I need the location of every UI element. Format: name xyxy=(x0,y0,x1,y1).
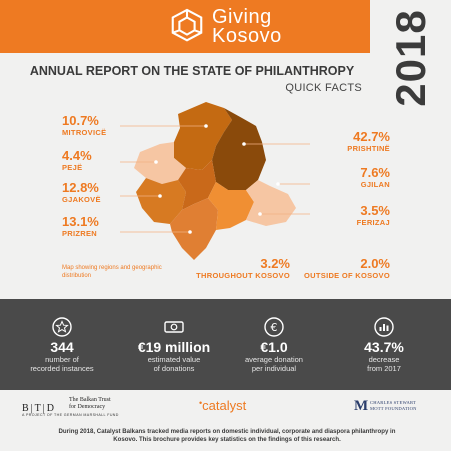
euro-icon: € xyxy=(264,317,284,337)
logo-text: Giving Kosovo xyxy=(212,6,282,47)
catalyst-dots-icon: • xyxy=(199,398,203,408)
fact-average: € €1.0 average donation per individual xyxy=(229,317,319,373)
catalyst-text: catalyst xyxy=(202,398,247,413)
stat-gjilan: 7.6% GJILAN xyxy=(300,165,390,189)
region-center xyxy=(178,160,216,210)
btd-subtitle: A PROJECT OF THE GERMAN MARSHALL FUND xyxy=(22,413,119,417)
stat-peje-pct: 4.4% xyxy=(62,148,92,163)
fact-value-desc-1: estimated value xyxy=(147,355,201,364)
report-subtitle: QUICK FACTS xyxy=(285,82,362,94)
btd-name-line-1: The Balkan Trust xyxy=(69,397,111,403)
stat-mitrovice: 10.7% MITROVICË xyxy=(62,113,106,137)
stat-peje: 4.4% PEJË xyxy=(62,148,92,172)
year-text: 2018 xyxy=(386,8,434,107)
csm-mark: M xyxy=(354,398,369,414)
fact-decrease: 43.7% decrease from 2017 xyxy=(339,317,429,373)
stat-gjilan-pct: 7.6% xyxy=(360,165,390,180)
stat-prizren-pct: 13.1% xyxy=(62,214,99,229)
fact-instances: 344 number of recorded instances xyxy=(17,317,107,373)
svg-text:€: € xyxy=(271,321,278,334)
map-note: Map showing regions and geographic distr… xyxy=(62,265,162,279)
stat-prishtine-pct: 42.7% xyxy=(353,129,390,144)
fact-average-desc-2: per individual xyxy=(251,364,297,373)
stat-prizren-label: PRIZREN xyxy=(62,229,98,238)
catalyst-logo: •catalyst xyxy=(199,398,246,413)
stat-outside: 2.0% OUTSIDE OF KOSOVO xyxy=(296,256,390,280)
fact-instances-desc-2: recorded instances xyxy=(30,364,94,373)
stat-outside-label: OUTSIDE OF KOSOVO xyxy=(304,271,390,280)
stat-ferizaj-pct: 3.5% xyxy=(360,203,390,218)
stat-ferizaj: 3.5% FERIZAJ xyxy=(300,203,390,227)
year-label: 2018 xyxy=(370,0,451,115)
stat-mitrovice-label: MITROVICË xyxy=(62,128,107,137)
logo-line-2: Kosovo xyxy=(212,25,282,47)
stat-prishtine-label: PRISHTINË xyxy=(347,144,390,153)
region-gjakove xyxy=(136,178,186,224)
stat-peje-label: PEJË xyxy=(62,163,83,172)
btd-name-line-2: for Democracy xyxy=(69,404,106,410)
stat-gjakove-pct: 12.8% xyxy=(62,180,99,195)
logo-icon xyxy=(171,8,203,42)
stat-gjakove: 12.8% GJAKOVË xyxy=(62,180,101,204)
region-prizren xyxy=(170,198,218,260)
footer-description: During 2018, Catalyst Balkans tracked me… xyxy=(58,428,396,443)
report-title: ANNUAL REPORT ON THE STATE OF PHILANTHRO… xyxy=(29,64,355,78)
stat-mitrovice-pct: 10.7% xyxy=(62,113,99,128)
stat-gjilan-label: GJILAN xyxy=(360,180,390,189)
stat-prizren: 13.1% PRIZREN xyxy=(62,214,99,238)
region-peje xyxy=(134,142,186,184)
fact-decrease-desc-2: from 2017 xyxy=(367,364,401,373)
header-banner: Giving Kosovo xyxy=(0,0,370,53)
csm-name: CHARLES STEWART MOTT FOUNDATION xyxy=(370,400,444,412)
fact-average-desc-1: average donation xyxy=(245,355,303,364)
fact-decrease-value: 43.7% xyxy=(364,339,404,355)
banknote-icon xyxy=(164,321,184,333)
stat-ferizaj-label: FERIZAJ xyxy=(356,218,390,227)
bar-chart-icon xyxy=(374,317,394,337)
facts-band xyxy=(0,299,451,390)
logo-line-1: Giving xyxy=(212,6,272,28)
btd-name: The Balkan Trust for Democracy xyxy=(69,397,129,411)
kosovo-map xyxy=(120,102,310,260)
fact-instances-desc-1: number of xyxy=(45,355,79,364)
btd-mark: B|T|D xyxy=(22,403,57,414)
star-icon xyxy=(52,317,72,337)
fact-value: €19 million estimated value of donations xyxy=(129,317,219,373)
fact-value-value: €19 million xyxy=(137,339,211,355)
leader-lines xyxy=(120,124,310,234)
stat-throughout: 3.2% THROUGHOUT KOSOVO xyxy=(190,256,290,280)
region-ferizaj xyxy=(208,182,254,230)
region-prishtine xyxy=(212,108,266,190)
fact-decrease-desc-1: decrease xyxy=(368,355,400,364)
btd-logo: B|T|D The Balkan Trust for Democracy A P… xyxy=(22,397,118,417)
csm-name-line-1: CHARLES STEWART xyxy=(370,400,416,405)
stat-gjakove-label: GJAKOVË xyxy=(62,195,101,204)
stat-prishtine: 42.7% PRISHTINË xyxy=(300,129,390,153)
fact-average-value: €1.0 xyxy=(260,339,288,355)
csm-name-line-2: MOTT FOUNDATION xyxy=(370,406,417,411)
stat-throughout-pct: 3.2% xyxy=(260,256,290,271)
fact-value-desc-2: of donations xyxy=(153,364,195,373)
fact-instances-value: 344 xyxy=(50,339,74,355)
region-mitrovice xyxy=(174,102,232,170)
stat-outside-pct: 2.0% xyxy=(360,256,390,271)
stat-throughout-label: THROUGHOUT KOSOVO xyxy=(196,271,290,280)
